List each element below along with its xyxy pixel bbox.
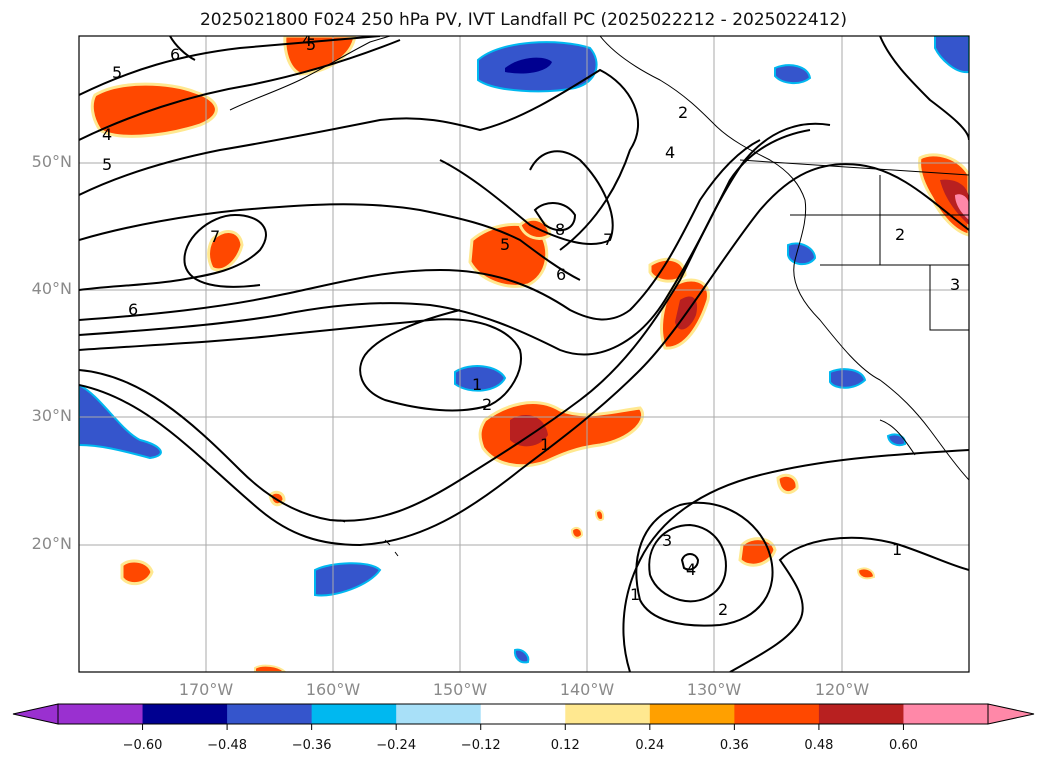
contour-label: 3	[662, 531, 672, 550]
colorbar-segment	[58, 704, 144, 724]
contour-label: 4	[665, 143, 675, 162]
contour-label: 6	[170, 45, 180, 64]
contour-label: 2	[678, 103, 688, 122]
lon-label-130w: 130°W	[686, 680, 742, 699]
contour-label: 6	[128, 300, 138, 319]
negative-anomaly	[505, 57, 552, 74]
contour-label: 5	[112, 63, 122, 82]
lat-label-30n: 30°N	[31, 406, 72, 425]
colorbar-segment	[142, 704, 228, 724]
positive-anomaly	[856, 567, 876, 580]
negative-anomaly	[314, 562, 382, 597]
colorbar-tick-label: 0.24	[635, 738, 665, 753]
map-plot-area: 6 5 4 5 4 5 7 6 5 8 7 6 4 2 1 2 1 3 4 1 …	[79, 31, 969, 672]
negative-anomaly	[454, 365, 507, 392]
contour-label: 1	[540, 435, 550, 454]
contour-label: 4	[686, 560, 696, 579]
colorbar-tick-label: −0.60	[122, 738, 163, 753]
contour-label: 5	[306, 35, 316, 54]
colorbar-tick-label: −0.12	[460, 738, 501, 753]
map-frame	[78, 35, 970, 673]
negative-anomaly	[829, 368, 867, 389]
colorbar-segment	[565, 704, 651, 724]
negative-anomaly	[774, 64, 812, 84]
map-title: 2025021800 F024 250 hPa PV, IVT Landfall…	[199, 10, 847, 30]
colorbar-segment	[227, 704, 313, 724]
colorbar-segment	[311, 704, 397, 724]
contour-label: 2	[895, 225, 905, 244]
colorbar-segments	[58, 704, 989, 724]
positive-anomaly	[510, 415, 548, 447]
colorbar-extend-max	[987, 703, 1035, 725]
colorbar-tick-label: 0.12	[550, 738, 580, 753]
lon-label-140w: 140°W	[559, 680, 615, 699]
contour-label: 4	[102, 125, 112, 144]
colorbar-extend-min	[12, 703, 59, 725]
contour-label: 5	[102, 155, 112, 174]
gridlines	[79, 36, 969, 672]
contour-label: 2	[718, 600, 728, 619]
pv-contours	[79, 36, 969, 672]
contour-label: 5	[500, 235, 510, 254]
contour-label: 7	[210, 227, 220, 246]
colorbar-tick-label: −0.48	[207, 738, 247, 753]
contour-labels: 6 5 4 5 4 5 7 6 5 8 7 6 4 2 1 2 1 3 4 1 …	[102, 31, 960, 619]
negative-anomaly	[513, 648, 530, 664]
contour-label: 1	[472, 375, 482, 394]
positive-anomaly	[570, 526, 584, 539]
lat-label-40n: 40°N	[31, 279, 72, 298]
contour-label: 1	[630, 585, 640, 604]
colorbar-segment	[649, 704, 735, 724]
contour-label: 6	[556, 265, 566, 284]
lon-label-120w: 120°W	[814, 680, 870, 699]
colorbar-tick-label: 0.48	[804, 738, 834, 753]
colorbar	[12, 703, 1035, 730]
lon-label-160w: 160°W	[305, 680, 361, 699]
coastlines	[229, 36, 969, 557]
lat-label-20n: 20°N	[31, 534, 72, 553]
colorbar-segment	[734, 704, 820, 724]
colorbar-tick-label: −0.24	[376, 738, 417, 753]
positive-anomaly	[776, 473, 799, 495]
positive-anomaly	[468, 223, 549, 288]
colorbar-segment	[818, 704, 904, 724]
contour-label: 8	[555, 220, 565, 239]
colorbar-segment	[396, 704, 482, 724]
lon-label-150w: 150°W	[432, 680, 488, 699]
lon-label-170w: 170°W	[178, 680, 234, 699]
contour-label: 7	[603, 230, 613, 249]
positive-anomaly	[254, 664, 287, 672]
contour-label: 4	[302, 31, 312, 50]
contour-label: 1	[892, 540, 902, 559]
positive-anomaly	[207, 230, 244, 272]
positive-anomaly	[955, 194, 969, 220]
positive-anomaly	[940, 179, 969, 225]
positive-anomaly	[120, 559, 154, 586]
colorbar-segment	[480, 704, 566, 724]
colorbar-tick-label: −0.36	[291, 738, 332, 753]
lat-label-50n: 50°N	[31, 152, 72, 171]
colorbar-tick-label: 0.60	[888, 738, 918, 753]
positive-anomaly	[594, 509, 605, 522]
negative-anomaly	[886, 433, 907, 447]
positive-anomaly	[90, 82, 218, 138]
colorbar-segment	[903, 704, 989, 724]
contour-label: 3	[950, 275, 960, 294]
colorbar-tick-label: 0.36	[719, 738, 749, 753]
contour-label: 2	[482, 395, 492, 414]
negative-anomaly	[79, 383, 162, 460]
